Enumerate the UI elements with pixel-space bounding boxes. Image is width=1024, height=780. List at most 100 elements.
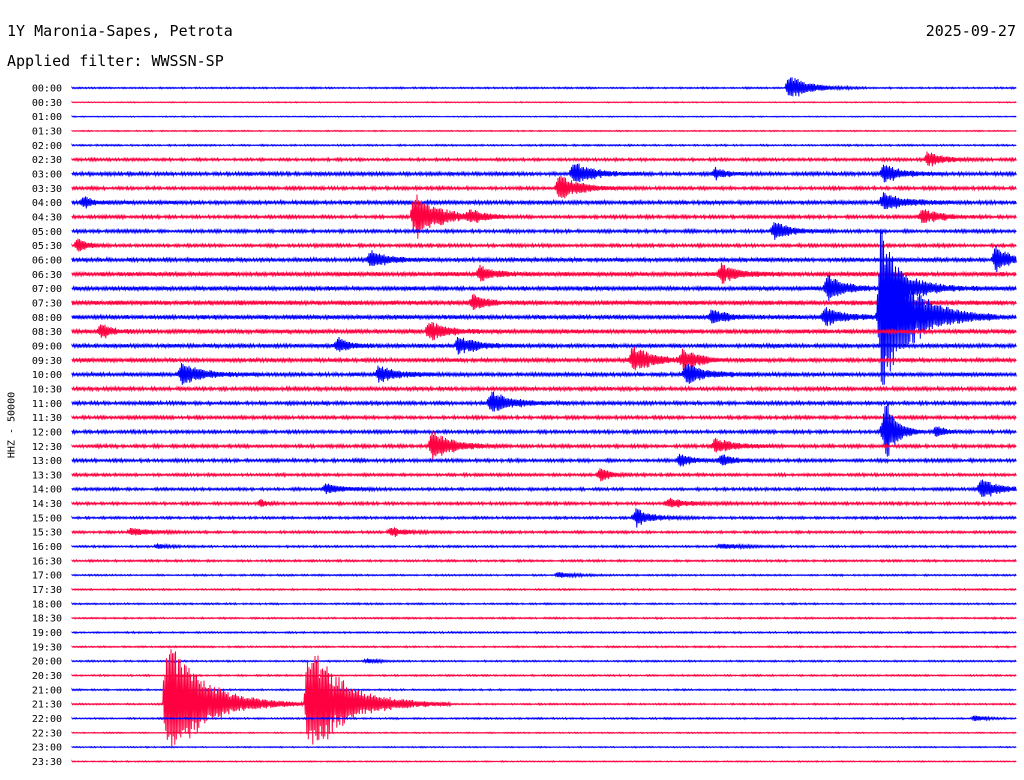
row-label: 16:00: [32, 542, 62, 553]
row-label: 13:00: [32, 456, 62, 467]
row-label: 06:00: [32, 255, 62, 266]
trace-line: [71, 129, 1017, 133]
trace-line: [71, 542, 1017, 550]
trace-line: [71, 468, 1017, 482]
row-label: 14:00: [32, 485, 62, 496]
filter-label: Applied filter: WWSSN-SP: [7, 52, 224, 70]
trace-line: [71, 336, 1017, 355]
row-label: 01:00: [32, 112, 62, 123]
trace-line: [71, 715, 1017, 722]
row-label: 02:00: [32, 141, 62, 152]
trace-line: [71, 175, 1017, 199]
row-label: 04:00: [32, 198, 62, 209]
trace-line: [71, 649, 1017, 749]
trace-line: [71, 391, 1017, 412]
trace-line: [71, 745, 1017, 749]
trace-line: [71, 151, 1017, 167]
row-label: 21:00: [32, 685, 62, 696]
trace-line: [71, 508, 1017, 528]
row-label: 17:30: [32, 585, 62, 596]
row-label: 08:00: [32, 313, 62, 324]
station-title: 1Y Maronia-Sapes, Petrota: [7, 22, 233, 40]
row-label: 00:30: [32, 98, 62, 109]
trace-line: [71, 115, 1017, 118]
trace-line: [71, 687, 1017, 692]
row-label: 22:30: [32, 728, 62, 739]
row-label: 22:00: [32, 714, 62, 725]
trace-line: [71, 253, 1017, 319]
row-label: 11:00: [32, 399, 62, 410]
trace-line: [71, 479, 1017, 497]
trace-line: [71, 673, 1017, 678]
row-label: 02:30: [32, 155, 62, 166]
row-label: 15:00: [32, 513, 62, 524]
trace-line: [71, 194, 1017, 239]
row-label: 19:00: [32, 628, 62, 639]
row-label: 17:00: [32, 571, 62, 582]
trace-line: [71, 571, 1017, 579]
row-label: 05:00: [32, 227, 62, 238]
row-label: 09:00: [32, 341, 62, 352]
row-label: 16:30: [32, 556, 62, 567]
row-label: 23:00: [32, 743, 62, 754]
trace-line: [71, 658, 1017, 665]
row-label: 06:30: [32, 270, 62, 281]
row-label: 10:30: [32, 384, 62, 395]
trace-line: [71, 385, 1017, 393]
trace-line: [71, 430, 1017, 460]
trace-line: [71, 630, 1017, 635]
trace-line: [71, 601, 1017, 606]
trace-line: [71, 497, 1017, 508]
row-label: 11:30: [32, 413, 62, 424]
trace-line: [71, 731, 1017, 735]
trace-line: [71, 77, 1017, 97]
row-label: 14:30: [32, 499, 62, 510]
trace-line: [71, 192, 1017, 210]
row-label: 07:00: [32, 284, 62, 295]
row-label: 19:30: [32, 642, 62, 653]
trace-line: [71, 100, 1017, 104]
trace-line: [71, 404, 1017, 457]
trace-line: [71, 346, 1017, 371]
trace-line: [71, 453, 1017, 467]
row-label: 03:00: [32, 169, 62, 180]
row-label: 03:30: [32, 184, 62, 195]
row-label: 00:00: [32, 84, 62, 95]
trace-line: [71, 143, 1017, 148]
trace-line: [71, 222, 1017, 240]
trace-line: [71, 587, 1017, 592]
trace-line: [71, 163, 1017, 183]
plot-date: 2025-09-27: [925, 22, 1016, 40]
row-label: 21:30: [32, 700, 62, 711]
row-label: 13:30: [32, 470, 62, 481]
row-label: 23:30: [32, 757, 62, 768]
trace-line: [71, 527, 1017, 538]
trace-line: [71, 644, 1017, 649]
trace-line: [71, 414, 1017, 421]
row-label: 09:30: [32, 356, 62, 367]
row-label: 12:30: [32, 442, 62, 453]
row-label: 05:30: [32, 241, 62, 252]
trace-line: [71, 759, 1017, 764]
trace-line: [71, 262, 1017, 284]
row-label: 18:30: [32, 614, 62, 625]
row-label: 15:30: [32, 528, 62, 539]
trace-line: [71, 245, 1017, 273]
row-label: 12:00: [32, 427, 62, 438]
trace-line: [71, 238, 1017, 252]
trace-line: [71, 558, 1017, 564]
row-label: 10:00: [32, 370, 62, 381]
trace-line: [71, 363, 1017, 385]
trace-line: [71, 322, 1017, 341]
row-label: 01:30: [32, 126, 62, 137]
trace-line: [71, 293, 1017, 310]
trace-line: [71, 616, 1017, 621]
row-label: 08:30: [32, 327, 62, 338]
row-label: 20:30: [32, 671, 62, 682]
row-label: 07:30: [32, 298, 62, 309]
row-label: 20:00: [32, 657, 62, 668]
row-label: 18:00: [32, 599, 62, 610]
row-label: 04:30: [32, 212, 62, 223]
trace-line: [71, 229, 1017, 385]
